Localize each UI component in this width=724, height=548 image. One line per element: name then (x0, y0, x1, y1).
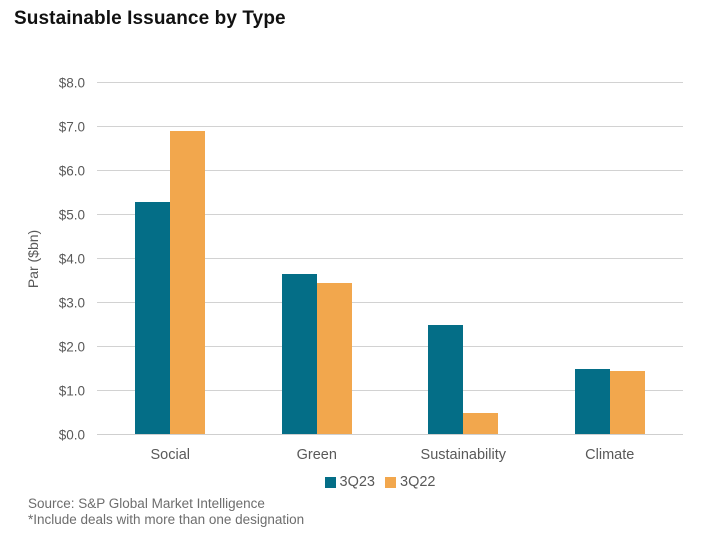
bar-3q22-green (316, 283, 352, 435)
plot-area (97, 82, 683, 435)
y-tick-label: $6.0 (58, 163, 85, 179)
bar-3q23-green (281, 274, 317, 435)
gridline (97, 258, 683, 259)
legend-label: 3Q22 (400, 474, 436, 490)
legend-label: 3Q23 (339, 474, 375, 490)
y-tick-label: $3.0 (58, 295, 85, 311)
y-tick-label: $5.0 (58, 207, 85, 223)
y-tick-label: $2.0 (58, 339, 85, 355)
x-tick-label-climate: Climate (585, 447, 635, 463)
source-note: Source: S&P Global Market Intelligence (28, 496, 265, 511)
x-axis-line (97, 434, 683, 435)
y-tick-label: $8.0 (58, 75, 85, 91)
gridline (97, 390, 683, 391)
legend-swatch-icon (385, 476, 396, 488)
designation-note: *Include deals with more than one design… (28, 512, 305, 527)
bar-3q23-climate (574, 369, 610, 435)
legend-swatch-icon (324, 476, 336, 488)
x-tick-label-social: Social (150, 447, 191, 463)
bar-3q22-social (170, 131, 206, 435)
y-tick-label: $7.0 (58, 119, 85, 135)
gridline (97, 126, 683, 127)
legend: 3Q23 3Q22 (97, 474, 663, 490)
y-tick-label: $4.0 (58, 251, 85, 267)
gridline (97, 302, 683, 303)
bar-3q23-sustainability (428, 325, 464, 435)
gridline (97, 82, 683, 83)
chart-title: Sustainable Issuance by Type (14, 8, 286, 29)
bar-3q23-social (135, 201, 171, 435)
bar-3q22-sustainability (463, 413, 499, 435)
y-axis-title: Par ($bn) (25, 229, 41, 289)
bar-3q22-climate (609, 371, 645, 435)
x-tick-label-sustainability: Sustainability (420, 447, 506, 463)
footer: Source: S&P Global Market Intelligence *… (28, 496, 304, 528)
legend-item-3q22: 3Q22 (385, 474, 435, 490)
gridline (97, 214, 683, 215)
gridline (97, 346, 683, 347)
y-tick-label: $1.0 (58, 383, 85, 399)
gridline (97, 170, 683, 171)
y-tick-label: $0.0 (58, 427, 85, 443)
x-tick-label-green: Green (296, 447, 337, 463)
legend-item-3q23: 3Q23 (324, 474, 375, 490)
